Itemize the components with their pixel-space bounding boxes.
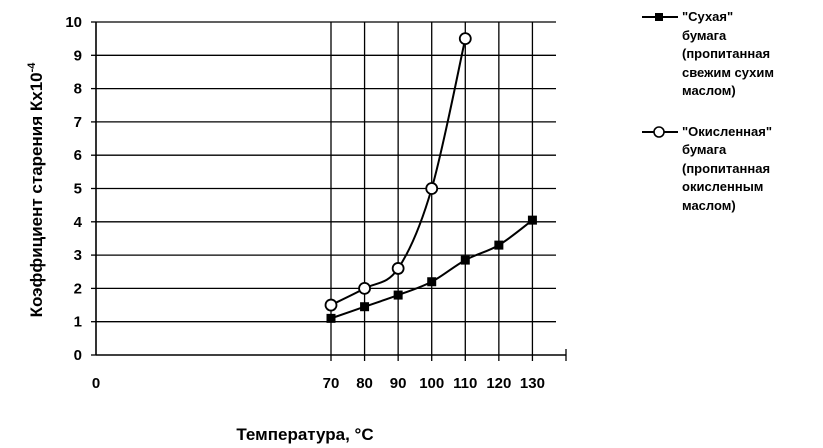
series-0-point-100 — [427, 277, 437, 287]
y-tick-label-7: 7 — [74, 114, 82, 131]
series-1-point-80 — [358, 281, 371, 295]
y-tick-label-9: 9 — [74, 47, 82, 64]
series-0-point-110 — [460, 255, 470, 265]
y-tick-label-3: 3 — [74, 247, 82, 264]
x-tick-label-90: 90 — [390, 375, 407, 392]
series-0-point-80 — [360, 302, 370, 312]
series-0-point-120 — [494, 240, 504, 250]
series-0-point-130 — [527, 215, 537, 225]
series-1-point-110 — [458, 32, 472, 46]
y-tick-label-8: 8 — [74, 81, 82, 98]
series-1-point-70 — [324, 298, 338, 312]
x-tick-label-100: 100 — [419, 375, 444, 392]
x-tick-label-110: 110 — [453, 375, 477, 392]
y-tick-label-10: 10 — [65, 14, 82, 31]
legend-label-oxidized-paper: "Окисленная" бумага (пропитанная окислен… — [682, 123, 773, 213]
data-points — [324, 32, 537, 323]
legend-entry-oxidized-paper: "Окисленная" бумага (пропитанная окислен… — [640, 123, 820, 216]
x-axis-title: Температура, °С — [236, 425, 373, 444]
x-tick-label-0: 0 — [92, 375, 100, 392]
open-circle-marker-icon — [642, 125, 678, 138]
legend-label-dry-paper: "Сухая" бумага (пропитанная свежим сухим… — [682, 9, 775, 98]
y-axis-title: Коэффициент старения Кх10-4 — [26, 62, 46, 318]
legend: "Сухая" бумага (пропитанная свежим сухим… — [640, 8, 820, 233]
y-tick-label-1: 1 — [74, 314, 82, 331]
y-tick-label-0: 0 — [74, 347, 82, 364]
axes — [91, 21, 567, 361]
series-1-point-90 — [391, 262, 405, 275]
legend-entry-dry-paper: "Сухая" бумага (пропитанная свежим сухим… — [640, 8, 820, 101]
y-tick-label-5: 5 — [74, 181, 82, 198]
x-tick-label-120: 120 — [486, 375, 511, 392]
y-tick-label-6: 6 — [74, 147, 82, 164]
y-tick-label-4: 4 — [74, 214, 83, 231]
x-tick-label-130: 130 — [520, 375, 545, 392]
series-0-point-90 — [393, 290, 403, 300]
series-0-point-70 — [326, 313, 336, 323]
filled-square-marker-icon — [642, 13, 678, 21]
y-tick-label-2: 2 — [74, 280, 82, 297]
y-axis-title-text: Коэффициент старения Кх10 — [27, 72, 46, 317]
x-tick-label-70: 70 — [323, 375, 340, 392]
series-1-point-100 — [425, 182, 439, 195]
x-tick-label-80: 80 — [356, 375, 373, 392]
y-axis-title-exponent: -4 — [26, 62, 38, 73]
